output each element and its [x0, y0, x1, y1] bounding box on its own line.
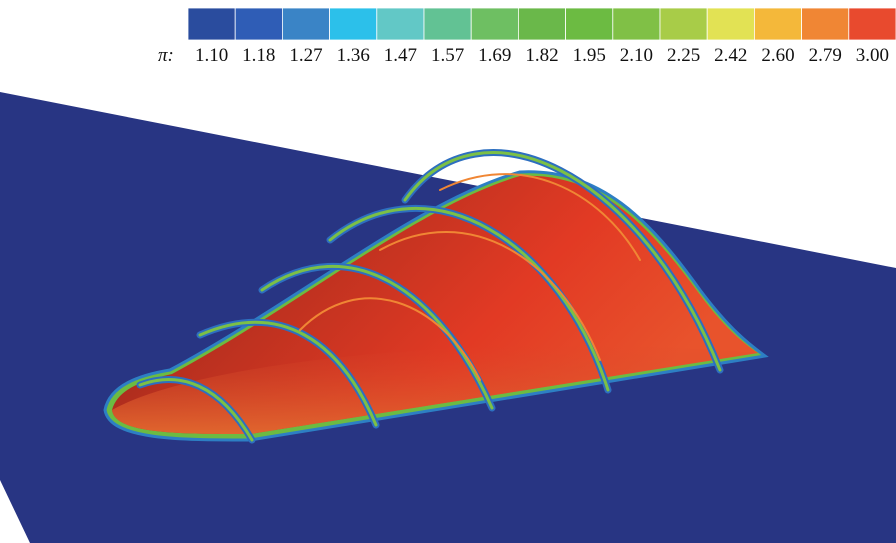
colorbar-label: 1.57 — [431, 45, 464, 66]
colorbar-swatch — [235, 8, 282, 40]
colorbar-swatch — [518, 8, 565, 40]
colorbar-swatch — [802, 8, 849, 40]
colorbar-label: 1.27 — [289, 45, 322, 66]
colorbar-symbol: π: — [158, 45, 174, 66]
colorbar-swatch — [660, 8, 707, 40]
colorbar-swatch — [707, 8, 754, 40]
colorbar-label: 1.36 — [337, 45, 370, 66]
colorbar-label: 2.10 — [620, 45, 653, 66]
colorbar-label: 2.79 — [809, 45, 842, 66]
cfd-figure: π: 1.10 1.18 1.27 1.36 1.47 1.57 1.69 1.82 1.95 2… — [0, 0, 896, 543]
colorbar-swatch — [613, 8, 660, 40]
colorbar: π: 1.10 1.18 1.27 1.36 1.47 1.57 1.69 1.82 1.95 2… — [158, 8, 896, 66]
colorbar-swatch — [424, 8, 471, 40]
colorbar-label: 1.18 — [242, 45, 275, 66]
colorbar-label: 1.47 — [384, 45, 417, 66]
colorbar-swatch — [282, 8, 329, 40]
colorbar-swatch — [471, 8, 518, 40]
colorbar-label: 1.69 — [478, 45, 511, 66]
colorbar-label: 2.60 — [761, 45, 794, 66]
colorbar-label: 1.95 — [573, 45, 606, 66]
colorbar-swatch — [188, 8, 235, 40]
colorbar-swatch — [849, 8, 896, 40]
colorbar-swatch — [330, 8, 377, 40]
colorbar-swatch — [377, 8, 424, 40]
colorbar-label: 1.10 — [195, 45, 228, 66]
colorbar-swatch — [566, 8, 613, 40]
colorbar-label: 2.42 — [714, 45, 747, 66]
colorbar-label: 3.00 — [856, 45, 889, 66]
colorbar-label: 2.25 — [667, 45, 700, 66]
colorbar-swatch — [754, 8, 801, 40]
colorbar-label: 1.82 — [525, 45, 558, 66]
